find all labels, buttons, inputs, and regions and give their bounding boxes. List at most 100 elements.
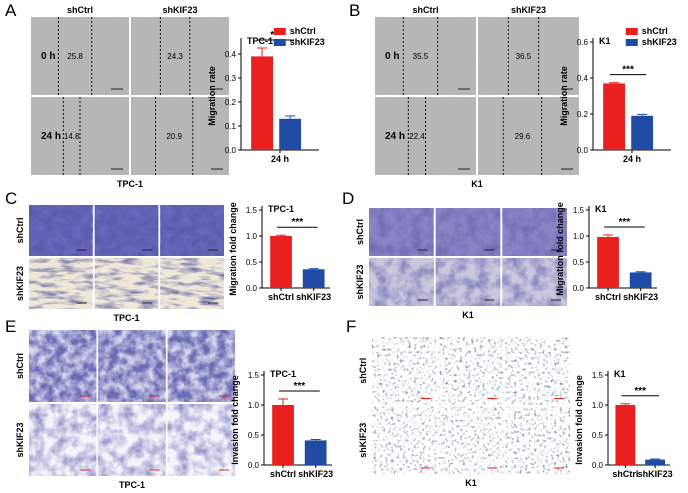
bar xyxy=(272,405,294,465)
micrograph-texture xyxy=(131,97,229,175)
row-label: shCtrl xyxy=(15,217,25,243)
bar xyxy=(631,115,654,150)
significance-stars: *** xyxy=(622,65,634,76)
micrograph-cell xyxy=(160,258,224,309)
column-label: shCtrl xyxy=(67,5,93,15)
micrograph-texture xyxy=(372,337,437,405)
legend-label: shKIF23 xyxy=(642,37,677,47)
chart-title: K1 xyxy=(595,204,607,214)
micrograph-cell xyxy=(435,208,501,256)
micrograph-cell xyxy=(29,404,97,476)
micrograph-cell xyxy=(435,258,501,306)
bar xyxy=(629,272,652,288)
y-tick-label: 1.5 xyxy=(248,371,260,380)
micrograph-cell xyxy=(502,208,567,256)
legend-swatch xyxy=(273,39,286,46)
bar-chart: 0.0 0.5 1.0 1.5 Migration fold change K1 *** sh… xyxy=(555,202,658,302)
row-label: shKIF23 xyxy=(15,422,25,457)
x-tick-label: shKIF23 xyxy=(298,469,333,479)
row-label: 0 h xyxy=(41,51,55,62)
panel-letter: A xyxy=(5,1,17,20)
x-tick-label: shCtrl xyxy=(595,292,621,302)
image-caption: TPC-1 xyxy=(117,179,143,189)
micrograph-texture xyxy=(94,258,159,309)
y-tick-label: 1.5 xyxy=(246,206,258,215)
y-axis-label: Migration rate xyxy=(559,66,569,126)
row-label: 24 h xyxy=(385,131,405,142)
y-tick-label: 0.2 xyxy=(577,110,589,119)
column-label: shKIF23 xyxy=(511,5,546,15)
row-label: 0 h xyxy=(385,51,399,62)
micrograph-cell xyxy=(372,337,437,405)
micrograph-texture xyxy=(160,258,224,309)
bar xyxy=(603,83,625,150)
scratch-width-value: 35.5 xyxy=(413,52,429,61)
micrograph-cell xyxy=(160,205,224,256)
y-axis-label: Invasion fold change xyxy=(230,375,240,465)
micrograph-texture xyxy=(372,406,437,474)
y-tick-label: 0.0 xyxy=(592,461,604,470)
column-label: shKIF23 xyxy=(162,5,197,15)
y-axis-label: Migration rate xyxy=(207,66,217,126)
bar xyxy=(304,440,327,465)
y-tick-label: 0.0 xyxy=(246,284,258,293)
panel-letter: E xyxy=(5,317,16,336)
y-tick-label: 0.5 xyxy=(246,258,258,267)
bar xyxy=(270,236,292,288)
y-tick-label: 0.3 xyxy=(225,74,237,83)
chart-title: K1 xyxy=(599,36,611,46)
micrograph-cell xyxy=(167,330,235,402)
panel-letter: D xyxy=(342,189,354,208)
y-tick-label: 1.0 xyxy=(246,232,258,241)
x-tick-label: shKIF23 xyxy=(296,292,331,302)
micrograph-cell: 24.3 xyxy=(131,17,229,95)
micrograph-cell xyxy=(438,406,504,474)
bar xyxy=(251,56,273,150)
bar xyxy=(645,459,666,465)
bar xyxy=(615,405,636,465)
bar-chart: 0.0 0.1 0.2 0.3 0.4 Migration rate TPC-1*** 24 … xyxy=(207,26,325,164)
legend-swatch xyxy=(273,28,286,35)
legend-label: shKIF23 xyxy=(290,37,325,47)
chart-title: TPC-1 xyxy=(270,369,296,379)
y-tick-label: 1.0 xyxy=(573,232,585,241)
chart-title: K1 xyxy=(614,369,626,379)
micrograph-texture xyxy=(375,17,476,95)
bar-chart: 0.0 0.5 1.0 1.5 Invasion fold change K1 *** shC… xyxy=(574,369,673,479)
scratch-width-value: 25.8 xyxy=(67,52,83,61)
row-label: shCtrl xyxy=(15,353,25,379)
image-caption: K1 xyxy=(462,310,474,320)
micrograph-texture xyxy=(369,208,434,256)
micrograph-texture xyxy=(478,17,579,95)
micrograph-texture xyxy=(98,404,166,476)
micrograph-cell: 36.5 xyxy=(478,17,579,95)
chart-title: TPC-1 xyxy=(247,36,273,46)
row-label: shCtrl xyxy=(358,358,368,384)
micrograph-texture xyxy=(29,330,97,402)
micrograph-texture xyxy=(131,17,229,95)
legend-swatch xyxy=(625,28,638,35)
micrograph-cell: 35.5 xyxy=(375,17,476,95)
scratch-width-value: 29.6 xyxy=(515,132,531,141)
micrograph-cell xyxy=(438,337,504,405)
micrograph-texture xyxy=(435,258,501,306)
column-label: shCtrl xyxy=(412,5,438,15)
y-tick-label: 0.0 xyxy=(248,461,260,470)
micrograph-texture xyxy=(505,406,570,474)
micrograph-texture xyxy=(29,404,97,476)
chart-title: TPC-1 xyxy=(268,204,294,214)
y-tick-label: 1.5 xyxy=(592,371,604,380)
micrograph-cell: 22.4 xyxy=(375,97,476,175)
image-caption: K1 xyxy=(471,179,483,189)
micrograph-cell xyxy=(502,258,567,306)
panel-c: CshCtrlshKIF23TPC-10.00.51.01.5Migration… xyxy=(5,189,331,323)
y-tick-label: 0.0 xyxy=(577,146,589,155)
micrograph-cell xyxy=(167,404,235,476)
significance-stars: *** xyxy=(634,386,646,397)
x-tick-label: shKIF23 xyxy=(623,292,658,302)
panel-letter: F xyxy=(346,317,356,336)
micrograph-cell: 25.8 xyxy=(31,17,129,95)
row-label: shKIF23 xyxy=(355,264,365,299)
